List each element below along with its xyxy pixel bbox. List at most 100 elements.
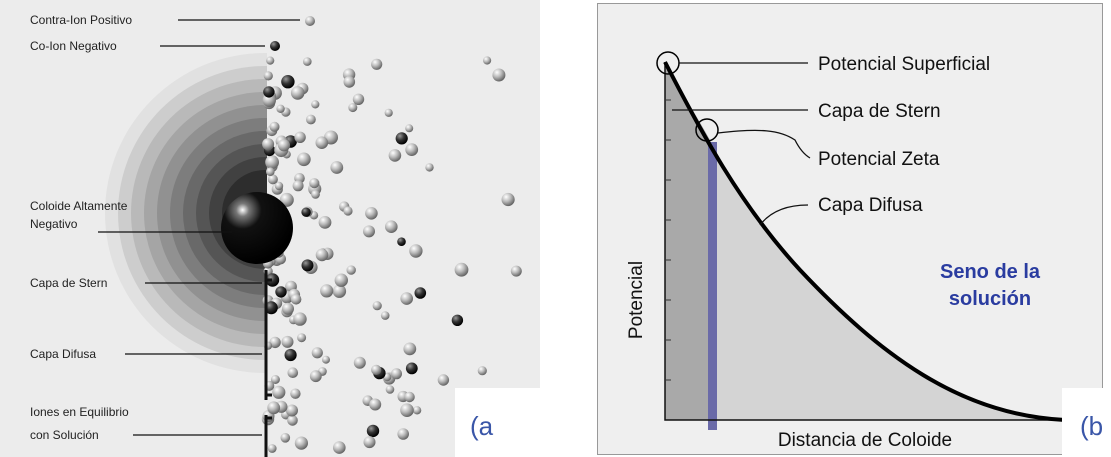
- axes: [664, 62, 1065, 421]
- ion: [284, 348, 297, 362]
- ion: [305, 16, 315, 26]
- label: Potencial Superficial: [818, 54, 990, 75]
- ion: [265, 155, 279, 170]
- ions: [261, 16, 522, 454]
- ion: [348, 103, 358, 113]
- ion: [282, 302, 294, 315]
- ion: [306, 114, 316, 125]
- ion: [404, 391, 415, 403]
- ion: [267, 174, 278, 185]
- ion: [483, 56, 492, 65]
- ion: [315, 136, 329, 149]
- ion: [309, 370, 322, 383]
- ion: [287, 415, 298, 426]
- ion: [343, 76, 356, 88]
- ion: [391, 368, 402, 380]
- label: Capa de Stern: [818, 101, 941, 122]
- ion: [270, 375, 280, 384]
- ion: [294, 131, 306, 143]
- ion: [371, 58, 383, 70]
- ion: [412, 406, 422, 415]
- ion: [311, 190, 320, 199]
- ion: [346, 265, 356, 275]
- panel-tag: (b: [1080, 411, 1103, 441]
- axis-ticks: [665, 99, 671, 381]
- ion: [492, 68, 506, 82]
- tag-box: [1062, 388, 1111, 457]
- ion: [385, 220, 398, 233]
- diffuse-area: [665, 62, 1065, 420]
- bracket: [264, 270, 272, 457]
- ion: [372, 301, 382, 311]
- ion: [280, 433, 291, 443]
- label: Potencial Zeta: [818, 149, 940, 170]
- ion: [286, 404, 298, 417]
- label: Seno de la: [940, 261, 1041, 283]
- ion: [301, 207, 311, 217]
- ion: [265, 273, 280, 287]
- label: solución: [949, 288, 1031, 310]
- ion: [263, 86, 275, 98]
- ion: [311, 347, 323, 359]
- ion: [281, 75, 295, 89]
- ion: [371, 364, 382, 375]
- ion: [290, 388, 301, 399]
- stern-area: [665, 62, 710, 420]
- ion: [388, 149, 402, 162]
- label: Capa de Stern: [30, 276, 107, 290]
- ion: [297, 152, 311, 167]
- ion: [318, 216, 332, 229]
- leader: [717, 129, 811, 159]
- ion: [274, 181, 284, 191]
- ion: [380, 311, 390, 320]
- label: Iones en Equilibrio: [30, 405, 129, 419]
- x-axis-label: Distancia de Coloide: [778, 430, 952, 451]
- ion: [322, 355, 330, 364]
- ion: [290, 86, 305, 100]
- ion: [409, 244, 423, 258]
- ion: [365, 207, 378, 220]
- ion: [272, 385, 286, 399]
- ion: [510, 265, 522, 277]
- ion: [395, 132, 408, 145]
- ion: [363, 436, 376, 449]
- zeta-bar: [708, 142, 717, 430]
- label: Capa Difusa: [818, 195, 923, 216]
- label: Co-Ion Negativo: [30, 39, 117, 53]
- ion: [276, 104, 285, 114]
- ion: [363, 225, 375, 238]
- ion: [293, 312, 307, 326]
- ion: [400, 292, 414, 305]
- ion: [264, 301, 278, 315]
- label: Contra-Ion Positivo: [30, 13, 132, 27]
- ion: [397, 428, 410, 440]
- ion: [269, 336, 281, 349]
- leader: [759, 204, 809, 226]
- panel-tag: (a: [470, 411, 494, 441]
- ion: [262, 93, 276, 107]
- ion: [263, 71, 273, 81]
- ion: [332, 284, 347, 298]
- ion: [315, 248, 329, 262]
- label: Coloide Altamente: [30, 199, 128, 213]
- ion: [294, 436, 308, 450]
- colloid: [221, 192, 293, 264]
- ion: [267, 444, 277, 453]
- ion: [477, 366, 487, 376]
- ion: [451, 314, 464, 326]
- ion: [353, 356, 366, 369]
- label: con Solución: [30, 428, 99, 442]
- ion: [397, 237, 406, 246]
- ion: [405, 143, 419, 157]
- ion: [297, 333, 307, 343]
- ion: [301, 259, 314, 272]
- ion: [369, 398, 382, 411]
- ion: [309, 178, 320, 189]
- ion: [277, 139, 291, 152]
- marker: [695, 118, 719, 142]
- ion: [501, 192, 515, 207]
- ion: [303, 57, 312, 66]
- ion: [275, 286, 287, 298]
- ion: [352, 93, 365, 106]
